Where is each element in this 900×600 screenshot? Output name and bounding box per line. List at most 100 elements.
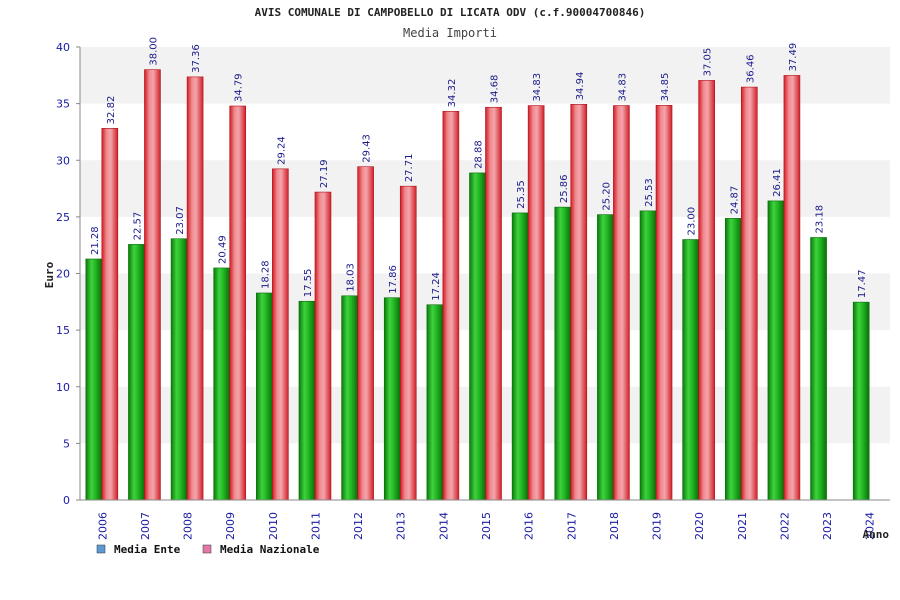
legend: Media Ente Media Nazionale bbox=[96, 543, 320, 556]
value-label: 26.41 bbox=[772, 168, 783, 197]
bar-media-ente bbox=[810, 237, 827, 501]
x-tick-label: 2009 bbox=[224, 512, 237, 540]
x-tick-label: 2006 bbox=[96, 512, 109, 540]
value-label: 34.83 bbox=[617, 73, 628, 102]
y-axis-ticks: 0 5 10 15 20 25 30 35 40 bbox=[56, 41, 80, 507]
value-label: 20.49 bbox=[218, 235, 229, 264]
bar-media-ente bbox=[383, 297, 401, 501]
x-tick-label: 2020 bbox=[693, 512, 706, 540]
value-labels: 21.28 32.82 22.57 38.00 23.07 37.36 20.49 34.79… bbox=[90, 37, 868, 301]
x-tick-label: 2007 bbox=[139, 512, 152, 540]
value-label: 36.46 bbox=[745, 54, 756, 83]
bar-media-nazionale bbox=[527, 105, 545, 501]
bar-media-ente bbox=[85, 258, 103, 501]
bar-media-ente bbox=[852, 301, 870, 501]
bar-media-nazionale bbox=[314, 191, 332, 501]
x-tick-label: 2008 bbox=[182, 512, 195, 540]
bar-media-nazionale bbox=[655, 105, 673, 501]
value-label: 23.00 bbox=[687, 207, 698, 236]
value-label: 25.86 bbox=[559, 174, 570, 203]
x-tick-label: 2013 bbox=[395, 512, 408, 540]
value-label: 32.82 bbox=[106, 96, 117, 125]
value-label: 38.00 bbox=[148, 37, 159, 66]
bar-media-ente bbox=[341, 295, 358, 501]
bar-media-ente bbox=[724, 218, 742, 501]
bar-media-ente bbox=[554, 206, 572, 501]
x-tick-label: 2014 bbox=[437, 512, 450, 540]
legend-label-media-ente: Media Ente bbox=[114, 543, 181, 556]
bar-media-ente bbox=[213, 267, 231, 501]
value-label: 25.20 bbox=[601, 182, 612, 211]
x-tick-label: 2011 bbox=[309, 512, 322, 540]
value-label: 25.35 bbox=[516, 180, 527, 209]
value-label: 34.32 bbox=[447, 79, 458, 108]
legend-swatch-media-ente bbox=[96, 544, 106, 554]
value-label: 21.28 bbox=[90, 226, 101, 255]
value-label: 37.05 bbox=[703, 48, 714, 77]
bar-media-nazionale bbox=[357, 166, 374, 501]
value-label: 17.55 bbox=[303, 269, 314, 298]
value-label: 28.88 bbox=[474, 140, 485, 169]
value-label: 34.83 bbox=[532, 73, 543, 102]
value-label: 24.87 bbox=[729, 186, 740, 215]
bar-media-ente bbox=[767, 200, 785, 501]
value-label: 27.71 bbox=[404, 154, 415, 183]
x-axis-ticks: 2006 2007 2008 2009 2010 2011 2012 2013 2014 2015… bbox=[96, 512, 876, 540]
bar-media-ente bbox=[256, 292, 273, 501]
bar-media-ente bbox=[426, 304, 444, 501]
value-label: 22.57 bbox=[132, 212, 143, 241]
value-label: 23.18 bbox=[815, 205, 826, 234]
bar-media-ente bbox=[170, 238, 188, 501]
x-tick-label: 2010 bbox=[267, 512, 280, 540]
bar-media-nazionale bbox=[186, 76, 204, 501]
x-tick-label: 2022 bbox=[778, 512, 791, 540]
bars bbox=[85, 69, 870, 501]
bar-media-nazionale bbox=[570, 104, 588, 501]
value-label: 18.28 bbox=[260, 260, 271, 289]
value-label: 23.07 bbox=[175, 206, 186, 235]
y-tick-label: 35 bbox=[56, 98, 70, 111]
bar-media-ente bbox=[511, 212, 529, 501]
bar-media-nazionale bbox=[399, 185, 417, 501]
bar-media-ente bbox=[469, 172, 486, 501]
x-axis-label: Anno bbox=[863, 528, 890, 541]
value-label: 34.85 bbox=[660, 73, 671, 102]
y-tick-label: 0 bbox=[63, 494, 70, 507]
x-tick-label: 2021 bbox=[736, 512, 749, 540]
bar-media-nazionale bbox=[229, 105, 247, 501]
value-label: 37.49 bbox=[788, 43, 799, 72]
bar-media-ente bbox=[298, 300, 316, 501]
y-tick-label: 30 bbox=[56, 154, 70, 167]
bar-media-nazionale bbox=[144, 69, 161, 501]
x-tick-label: 2017 bbox=[565, 512, 578, 540]
legend-swatch-media-nazionale bbox=[202, 544, 212, 554]
y-axis-label: Euro bbox=[43, 261, 56, 288]
bar-media-nazionale bbox=[698, 80, 715, 501]
y-tick-label: 10 bbox=[56, 381, 70, 394]
value-label: 34.68 bbox=[490, 75, 501, 104]
value-label: 18.03 bbox=[346, 263, 357, 292]
value-label: 17.47 bbox=[857, 270, 868, 299]
bar-media-nazionale bbox=[783, 75, 801, 501]
value-label: 25.53 bbox=[644, 178, 655, 207]
value-label: 34.79 bbox=[234, 73, 245, 102]
bar-media-nazionale bbox=[101, 128, 119, 501]
x-tick-label: 2024 bbox=[864, 512, 877, 540]
value-label: 37.36 bbox=[191, 44, 202, 73]
y-tick-label: 5 bbox=[63, 437, 70, 450]
bar-media-ente bbox=[128, 244, 145, 501]
y-tick-label: 15 bbox=[56, 324, 70, 337]
bar-media-nazionale bbox=[272, 168, 289, 501]
bar-media-nazionale bbox=[740, 86, 758, 501]
x-tick-label: 2018 bbox=[608, 512, 621, 540]
bar-media-ente bbox=[639, 210, 657, 501]
value-label: 17.86 bbox=[388, 265, 399, 294]
value-label: 17.24 bbox=[431, 272, 442, 301]
x-tick-label: 2016 bbox=[523, 512, 536, 540]
legend-label-media-nazionale: Media Nazionale bbox=[220, 543, 320, 556]
bar-media-nazionale bbox=[613, 105, 630, 501]
value-label: 29.43 bbox=[362, 134, 373, 163]
bar-media-nazionale bbox=[485, 106, 502, 501]
x-tick-label: 2015 bbox=[480, 512, 493, 540]
